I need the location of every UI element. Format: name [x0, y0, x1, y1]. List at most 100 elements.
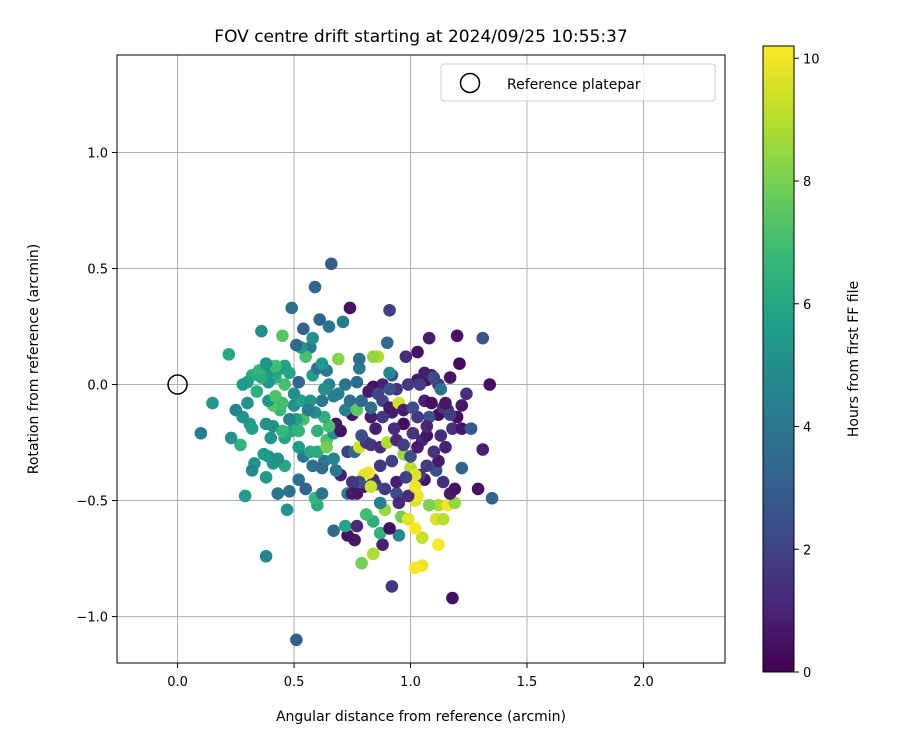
data-point: [297, 322, 310, 336]
legend-open-circle-marker: [459, 72, 481, 94]
data-point: [355, 394, 368, 408]
data-point: [439, 396, 452, 410]
data-point: [194, 426, 208, 440]
y-tick-label: −0.5: [76, 495, 108, 510]
data-point: [455, 461, 469, 475]
x-tick-label: 0.0: [167, 675, 188, 690]
data-point: [236, 378, 250, 391]
data-point: [366, 350, 380, 363]
data-point: [278, 359, 292, 373]
data-point: [308, 280, 322, 294]
data-point: [448, 482, 462, 496]
data-point: [345, 475, 359, 489]
colorbar-tick-label: 2: [803, 543, 811, 558]
data-point: [245, 422, 259, 435]
data-point: [476, 443, 490, 456]
data-point: [383, 303, 396, 317]
colorbar-tick-label: 4: [803, 421, 811, 436]
y-axis-ticks: −1.0 −0.5 0.0 0.5 1.0: [76, 146, 117, 626]
data-point: [352, 352, 366, 366]
data-point: [329, 464, 343, 477]
data-point: [313, 313, 326, 326]
data-point: [315, 461, 329, 475]
data-point: [241, 396, 254, 410]
data-point: [485, 491, 499, 505]
data-point: [390, 475, 403, 489]
data-point: [369, 422, 382, 435]
data-point: [397, 417, 410, 431]
y-tick-label: −1.0: [76, 611, 108, 626]
data-point: [432, 454, 445, 468]
data-point: [373, 496, 387, 510]
data-point: [446, 422, 459, 435]
legend-box: [440, 63, 716, 102]
data-point: [364, 480, 378, 493]
data-point: [383, 401, 396, 415]
data-point: [318, 382, 331, 396]
data-point: [471, 482, 485, 496]
data-point: [366, 547, 380, 561]
data-point: [336, 315, 350, 329]
data-point: [338, 378, 352, 391]
data-point: [327, 524, 340, 538]
data-point: [385, 580, 399, 593]
data-point: [427, 371, 441, 384]
data-point: [380, 336, 394, 350]
data-point: [448, 496, 462, 510]
data-point: [355, 556, 368, 570]
data-point: [401, 512, 415, 526]
data-point: [392, 529, 406, 542]
grid-lines: [117, 55, 725, 663]
data-point: [259, 471, 273, 484]
colorbar-tick-label: 6: [803, 298, 811, 313]
data-point: [259, 417, 273, 431]
data-point: [301, 403, 315, 417]
data-point: [292, 473, 306, 486]
data-point: [322, 419, 336, 433]
data-point: [280, 503, 294, 517]
data-point: [287, 387, 301, 401]
data-point: [411, 345, 424, 359]
data-point: [411, 410, 424, 424]
x-tick-label: 0.5: [284, 675, 305, 690]
data-point: [259, 549, 273, 563]
data-point: [292, 375, 306, 389]
data-point: [404, 450, 417, 463]
data-point: [332, 387, 345, 401]
data-point: [420, 419, 434, 433]
data-point: [343, 301, 357, 315]
colorbar-gradient: [762, 45, 795, 673]
data-point: [271, 452, 285, 466]
data-point: [408, 561, 422, 575]
data-point: [406, 401, 420, 415]
data-point: [460, 387, 473, 401]
data-point: [350, 375, 364, 389]
y-tick-label: 0.0: [87, 379, 108, 394]
data-point: [276, 329, 289, 343]
data-point: [338, 519, 352, 533]
data-point: [415, 531, 429, 544]
data-point: [311, 445, 324, 459]
scatter-points: [194, 257, 499, 647]
data-point: [264, 431, 278, 445]
data-point: [290, 338, 303, 352]
data-point: [422, 331, 436, 345]
data-point: [373, 459, 387, 473]
x-tick-label: 1.0: [400, 675, 421, 690]
data-point: [413, 378, 427, 391]
data-point: [434, 382, 448, 396]
data-point: [311, 424, 324, 438]
data-point: [283, 413, 296, 426]
legend-label: Reference platepar: [507, 77, 641, 93]
data-point: [476, 331, 490, 345]
data-point: [292, 424, 306, 438]
data-point: [290, 633, 303, 647]
data-point: [283, 484, 296, 498]
data-point: [439, 440, 452, 454]
data-point: [420, 429, 434, 442]
data-point: [464, 422, 478, 435]
data-point: [285, 301, 299, 315]
data-point: [259, 357, 273, 370]
data-point: [408, 480, 422, 493]
